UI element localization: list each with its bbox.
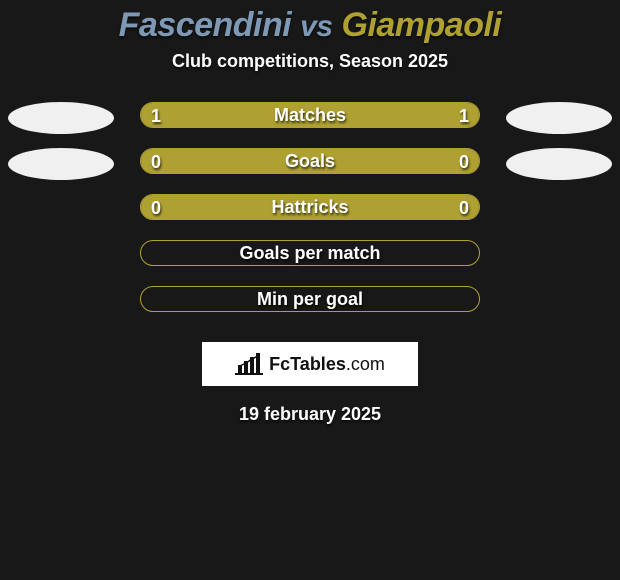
- stat-rows: 1 1 Matches 0 0 Goals 0 0 Hattricks Goals per mat…: [0, 102, 620, 332]
- stat-row: Goals per match: [0, 240, 620, 286]
- fill-right: [310, 149, 479, 173]
- stat-value-right: 0: [459, 149, 469, 174]
- stat-row: Min per goal: [0, 286, 620, 332]
- stat-label: Matches: [274, 105, 346, 126]
- flag-right: [506, 102, 612, 134]
- flag-right: [506, 148, 612, 180]
- stat-value-right: 1: [459, 103, 469, 128]
- stat-label: Goals: [285, 151, 335, 172]
- title-vs: vs: [300, 10, 332, 43]
- date-label: 19 february 2025: [0, 404, 620, 425]
- subtitle: Club competitions, Season 2025: [0, 51, 620, 72]
- stat-value-left: 0: [151, 149, 161, 174]
- stat-bar: 0 0 Goals: [140, 148, 480, 174]
- stat-value-right: 0: [459, 195, 469, 220]
- stat-row: 1 1 Matches: [0, 102, 620, 148]
- stat-row: 0 0 Hattricks: [0, 194, 620, 240]
- page-title: Fascendini vs Giampaoli: [0, 6, 620, 45]
- stat-bar: 0 0 Hattricks: [140, 194, 480, 220]
- stat-label: Goals per match: [239, 243, 380, 264]
- stat-label: Min per goal: [257, 289, 363, 310]
- comparison-card: Fascendini vs Giampaoli Club competition…: [0, 0, 620, 580]
- stat-row: 0 0 Goals: [0, 148, 620, 194]
- stat-bar: Min per goal: [140, 286, 480, 312]
- logo-text-light: .com: [346, 354, 385, 374]
- title-player2: Giampaoli: [342, 6, 502, 44]
- stat-value-left: 1: [151, 103, 161, 128]
- stat-label: Hattricks: [271, 197, 348, 218]
- flag-left: [8, 148, 114, 180]
- logo-text-bold: FcTables: [269, 354, 346, 374]
- title-player1: Fascendini: [119, 6, 292, 44]
- stat-bar: 1 1 Matches: [140, 102, 480, 128]
- stat-bar: Goals per match: [140, 240, 480, 266]
- flag-left: [8, 102, 114, 134]
- logo-text: FcTables.com: [269, 354, 385, 375]
- stat-value-left: 0: [151, 195, 161, 220]
- fctables-logo: FcTables.com: [202, 342, 418, 386]
- bar-chart-icon: [235, 353, 263, 375]
